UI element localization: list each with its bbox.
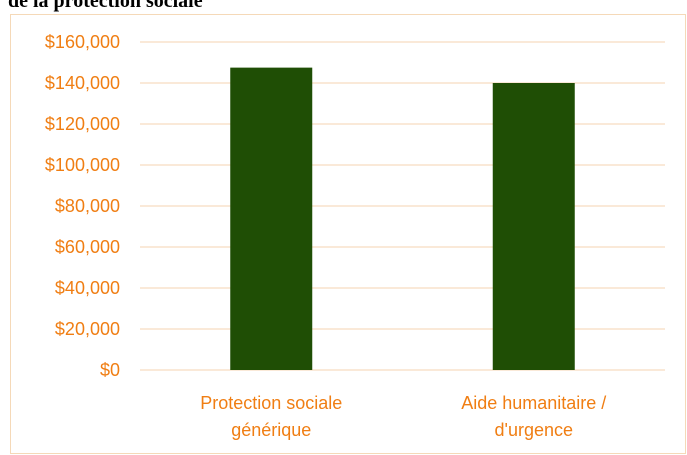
y-tick-label: $0 xyxy=(100,360,120,380)
y-tick-label: $120,000 xyxy=(45,114,120,134)
x-tick-label: générique xyxy=(231,420,311,440)
y-tick-label: $160,000 xyxy=(45,32,120,52)
x-tick-label: Protection sociale xyxy=(200,393,342,413)
x-tick-label: Aide humanitaire / xyxy=(461,393,606,413)
y-tick-label: $80,000 xyxy=(55,196,120,216)
y-tick-label: $60,000 xyxy=(55,237,120,257)
bar xyxy=(492,83,575,370)
y-tick-label: $100,000 xyxy=(45,155,120,175)
y-tick-label: $20,000 xyxy=(55,319,120,339)
y-tick-label: $40,000 xyxy=(55,278,120,298)
bar xyxy=(230,67,313,370)
x-tick-label: d'urgence xyxy=(495,420,574,440)
chart-title: de la protection sociale xyxy=(8,0,203,12)
y-tick-label: $140,000 xyxy=(45,73,120,93)
